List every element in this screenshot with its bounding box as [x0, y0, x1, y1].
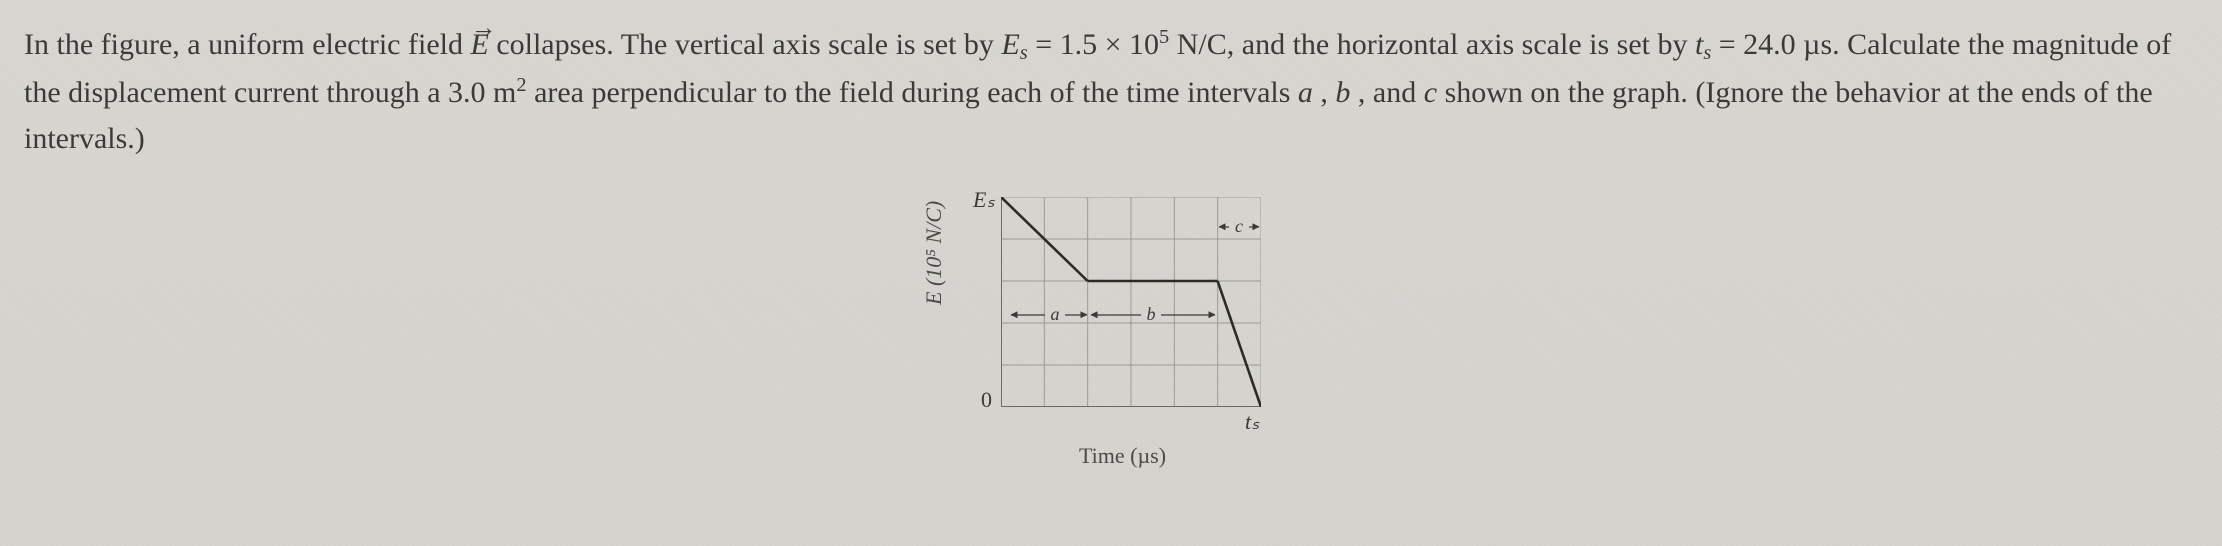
y-axis-label: E (10⁵ N/C) [921, 201, 947, 305]
text-seg: = 1.5 × 10 [1035, 28, 1159, 61]
text-seg: , and [1358, 76, 1424, 109]
y-tick-Es: Eₛ [973, 187, 995, 213]
sub-s: s [1020, 42, 1028, 64]
exp-2: 2 [516, 74, 526, 96]
problem-text: In the figure, a uniform electric field … [24, 18, 2194, 163]
y-tick-0: 0 [981, 387, 992, 413]
text-seg: In the figure, a uniform electric field [24, 28, 470, 61]
exp-5: 5 [1159, 26, 1169, 48]
svg-text:c: c [1235, 216, 1243, 236]
vector-E: → E [470, 18, 488, 69]
text-seg: N/C, and the horizontal axis scale is se… [1177, 28, 1695, 61]
svg-text:a: a [1051, 304, 1060, 324]
figure: E (10⁵ N/C) Eₛ 0 tₛ Time (µs) abc [931, 187, 1291, 487]
interval-b: b [1335, 76, 1350, 109]
text-seg: area perpendicular to the field during e… [534, 76, 1298, 109]
text-seg: , [1320, 76, 1335, 109]
x-axis-label: Time (µs) [1079, 443, 1166, 469]
vector-arrow-icon: → [470, 8, 488, 48]
text-seg: collapses. The vertical axis scale is se… [496, 28, 1001, 61]
svg-text:b: b [1147, 304, 1156, 324]
interval-c: c [1424, 76, 1437, 109]
var-Es: E [1001, 28, 1019, 61]
x-tick-ts: tₛ [1245, 409, 1259, 435]
sub-s: s [1703, 42, 1711, 64]
interval-a: a [1298, 76, 1313, 109]
plot-svg: a b c [1001, 197, 1261, 407]
